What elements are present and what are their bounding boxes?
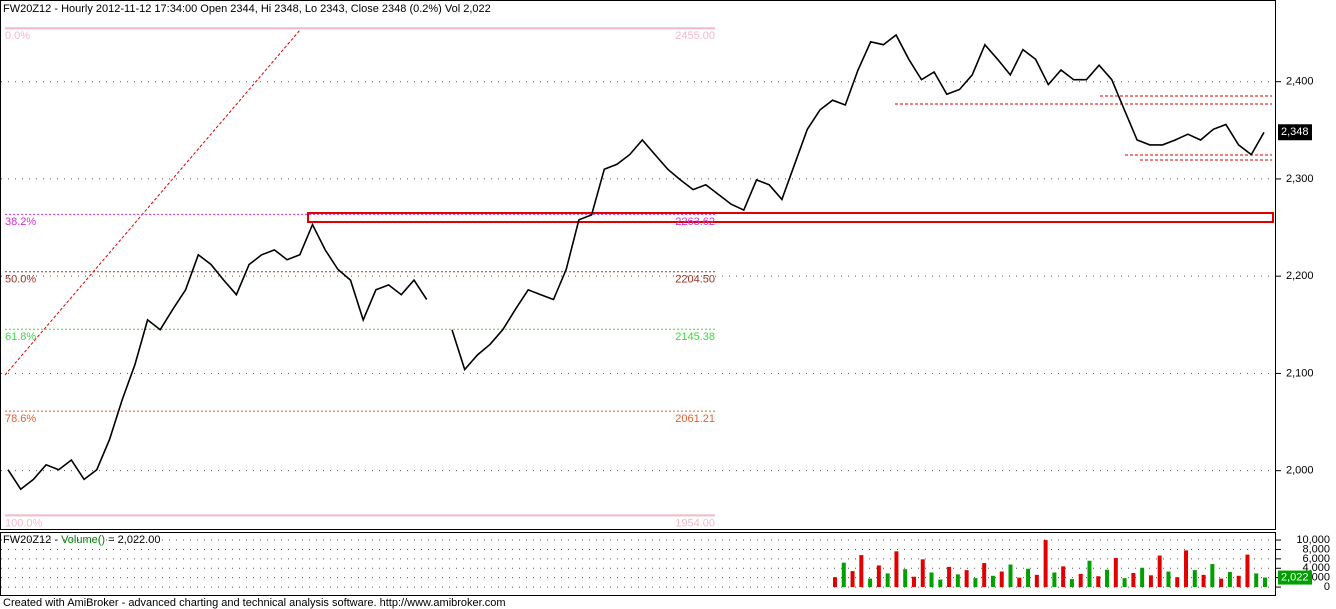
volume-bar [894, 551, 899, 588]
y-tick-label: 2,200 [1286, 270, 1314, 282]
volume-tick-label: 6,000 [1302, 553, 1330, 565]
y-tick-label: 2,300 [1286, 173, 1314, 185]
fib-value-label: 1954.00 [675, 517, 715, 529]
volume-bar [999, 571, 1004, 588]
volume-bar [885, 573, 890, 588]
footer: Created with AmiBroker - advanced charti… [3, 597, 506, 609]
levels [895, 95, 1272, 161]
price-pane [0, 0, 1276, 530]
volume-bar [1061, 566, 1066, 588]
volume-bar [1210, 564, 1215, 588]
last-volume-box [1278, 570, 1312, 585]
volume-name: Volume() [61, 534, 105, 546]
volume-symbol: FW20Z12 - [3, 534, 58, 546]
volume-bar [1219, 578, 1224, 588]
volume-bar [868, 578, 873, 588]
volume-bar [1034, 574, 1039, 588]
volume-bar [1227, 572, 1232, 588]
last-price-label: 2,348 [1281, 126, 1309, 138]
volume-bar [1245, 554, 1250, 588]
volume-bar [876, 565, 881, 588]
volume-bar [1254, 573, 1259, 588]
volume-bar [1263, 577, 1267, 588]
volume-bar [947, 566, 952, 588]
volume-bar [920, 559, 925, 588]
last-price-box [1278, 124, 1312, 141]
fib-value-label: 2145.38 [675, 331, 715, 343]
volume-bar [973, 578, 978, 588]
fib-value-label: 2455.00 [675, 30, 715, 42]
volume-bar [859, 555, 864, 588]
volume-bar [955, 574, 960, 588]
volume-bar [1078, 573, 1083, 588]
fib-value-label: 2204.50 [675, 274, 715, 286]
volume-bar [1192, 570, 1197, 588]
fib-label: 38.2% [5, 216, 36, 228]
volume-bar [1026, 568, 1031, 588]
volume-bar [990, 575, 995, 588]
volume-bar [1157, 555, 1162, 588]
fib-label: 0.0% [5, 30, 30, 42]
fib-label: 50.0% [5, 274, 36, 286]
volume-bar [1148, 575, 1153, 588]
trend-line [4, 29, 301, 376]
volume-bar [938, 579, 943, 588]
volume-bar [1052, 572, 1057, 588]
volume-bar [1105, 569, 1110, 588]
volume-bar [1166, 571, 1171, 588]
volume-bar [1236, 575, 1241, 588]
volume-bar [1008, 564, 1013, 588]
volume-bar [929, 572, 934, 588]
volume-bar [1184, 550, 1189, 588]
volume-tick-label: 8,000 [1302, 543, 1330, 555]
volume-bar [1096, 576, 1101, 588]
last-volume-label: 2,022 [1281, 571, 1309, 583]
volume-bar [850, 571, 855, 588]
fib-label: 78.6% [5, 413, 36, 425]
y-tick-label: 2,000 [1286, 465, 1314, 477]
volume-bar [982, 563, 987, 588]
zone-box [307, 212, 1274, 223]
volume-bar [1122, 578, 1127, 588]
fib-label: 61.8% [5, 331, 36, 343]
volume-tick-label: 0 [1324, 581, 1330, 593]
volume-bar [1069, 579, 1074, 588]
price-line [7, 33, 1265, 491]
volume-bar [1175, 577, 1180, 588]
volume-pane [0, 532, 1276, 596]
fib-label: 100.0% [5, 517, 43, 529]
fib-value-label: 2061.21 [675, 413, 715, 425]
volume-title: FW20Z12 - Volume() = 2,022.00 [3, 534, 160, 546]
volume-bar [1113, 557, 1118, 588]
volume-bar [903, 569, 908, 588]
volume-bar [1043, 540, 1048, 588]
volume-bar [1087, 560, 1092, 588]
volume-bar [1131, 572, 1136, 588]
volume-bar [1201, 574, 1206, 588]
fib-value-label: 2263.62 [675, 216, 715, 228]
volume-bar [964, 570, 969, 588]
chart-title: FW20Z12 - Hourly 2012-11-12 17:34:00 Ope… [3, 3, 491, 15]
volume-tick-label: 10,000 [1296, 534, 1330, 546]
y-tick-label: 2,400 [1286, 76, 1314, 88]
volume-bar [833, 577, 837, 588]
volume-bar [1017, 577, 1022, 588]
volume-bar [841, 562, 846, 588]
volume-bar [911, 576, 916, 588]
y-tick-label: 2,100 [1286, 367, 1314, 379]
volume-bar [1140, 567, 1145, 588]
